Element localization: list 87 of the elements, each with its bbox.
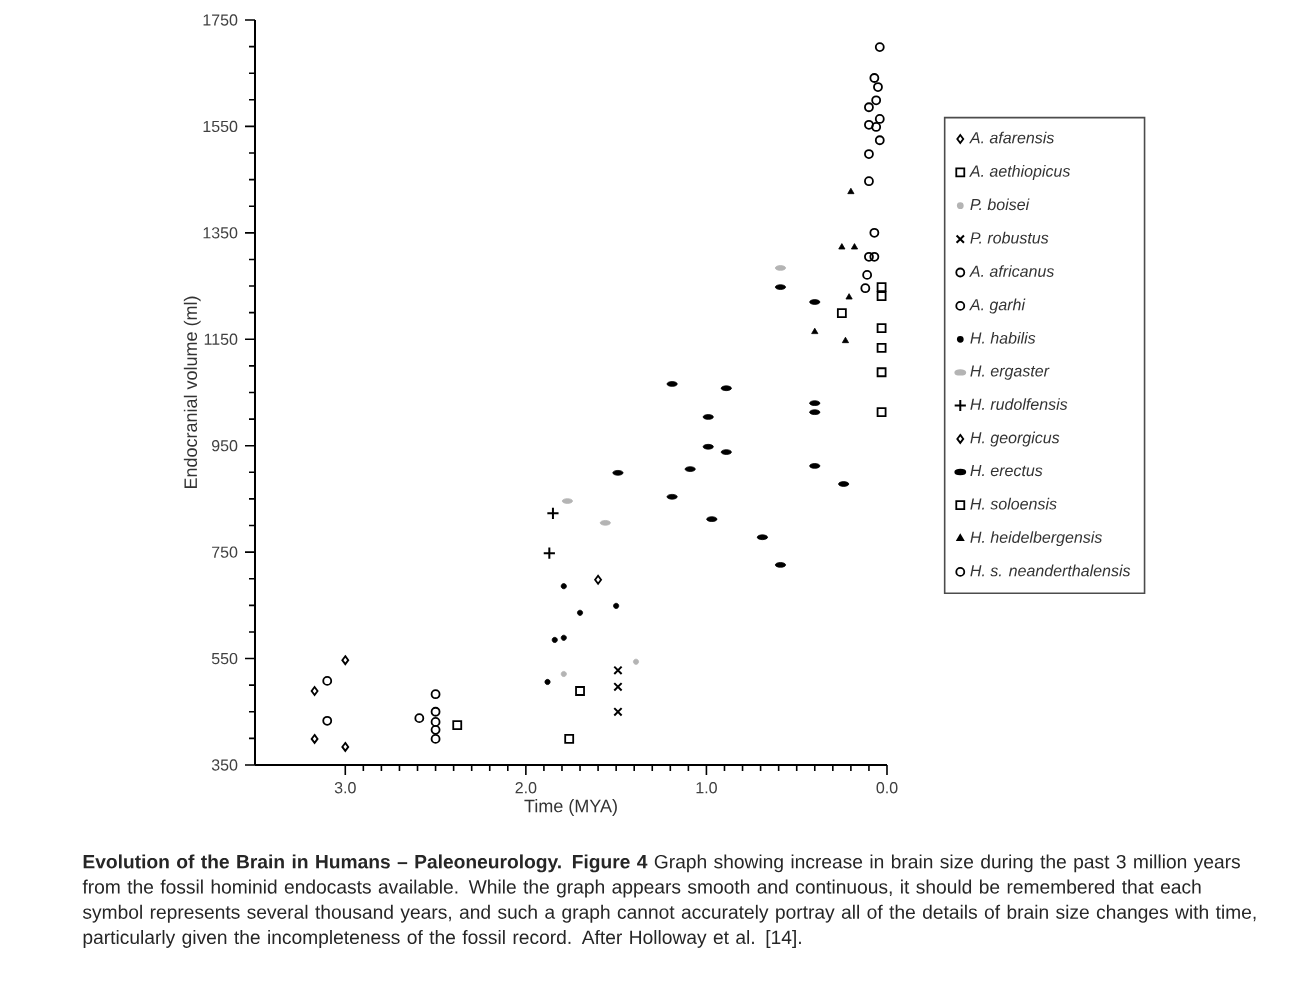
point <box>864 176 874 187</box>
y-tick-label: 1350 <box>203 227 238 239</box>
point <box>430 724 441 735</box>
point <box>845 293 853 300</box>
point <box>873 82 883 92</box>
point <box>876 407 887 418</box>
x-tick-label: 2.0 <box>515 782 537 794</box>
point <box>575 686 585 696</box>
x-tick-label: 0.0 <box>876 782 898 794</box>
legend-label: A. afarensis <box>969 131 1055 144</box>
x-tick-label: 3.0 <box>334 782 356 794</box>
point <box>613 602 620 609</box>
point <box>310 686 319 696</box>
point <box>560 583 567 590</box>
y-tick-label: 1150 <box>204 333 238 345</box>
legend-label: P. boisei <box>970 198 1030 211</box>
point <box>874 135 885 146</box>
legend-label: H. habilis <box>970 331 1036 344</box>
legend-label: H. rudolfensis <box>970 398 1068 410</box>
x-axis-title: Time (MYA) <box>524 799 617 816</box>
point <box>633 658 640 665</box>
legend-label: H. georgicus <box>970 431 1060 447</box>
point <box>862 269 873 280</box>
y-tick-label: 1550 <box>203 120 238 133</box>
point <box>613 707 623 717</box>
point <box>310 734 319 744</box>
point <box>841 336 849 344</box>
point <box>847 187 855 195</box>
point <box>613 665 623 675</box>
legend-label: H. heidelbergensis <box>970 531 1103 547</box>
point <box>542 546 556 560</box>
point <box>551 636 558 643</box>
y-tick-label: 350 <box>211 759 238 771</box>
legend-label: A. aethiopicus <box>969 165 1071 180</box>
legend-label: H. ergaster <box>970 365 1050 380</box>
point <box>322 715 333 726</box>
point <box>560 670 567 677</box>
point <box>871 95 882 106</box>
point <box>876 342 887 353</box>
point <box>322 676 333 686</box>
point <box>860 283 871 294</box>
point <box>430 689 441 700</box>
point <box>869 251 880 262</box>
y-axis-title: Endocranial volume (ml) <box>183 296 201 489</box>
point <box>869 73 880 83</box>
point <box>876 282 887 293</box>
point <box>564 734 575 744</box>
legend-label: A. garhi <box>969 298 1026 314</box>
point <box>811 327 819 335</box>
point <box>546 506 560 520</box>
point <box>430 706 441 717</box>
point <box>430 734 441 744</box>
legend-label: H. s. neanderthalensis <box>970 564 1131 577</box>
legend-label: H. soloensis <box>970 497 1057 510</box>
text: Evolution of the Brain in Humans – Paleoneurology. Figure 4 Graph showing increase in brain size during the past 3 million years from the fossil hominid endocasts available. While the graph appears smooth and continuous, it should be remembered that each symbol represents several thousand years, and such a graph cannot accurately portray all of the details of brain size changes with time, particularly given the incompleteness of the fossil record. After Holloway et al. [14]. <box>82 854 1256 948</box>
y-tick-label: 1750 <box>203 14 238 26</box>
point <box>864 119 874 130</box>
y-tick-label: 750 <box>212 546 238 558</box>
y-tick-label: 550 <box>211 652 238 665</box>
point <box>850 243 859 250</box>
point <box>864 251 874 262</box>
point <box>452 720 463 730</box>
point <box>864 102 874 113</box>
legend-label: P. robustus <box>970 231 1049 244</box>
point <box>874 114 885 124</box>
point <box>577 609 584 616</box>
point <box>876 291 887 302</box>
point <box>876 367 887 378</box>
point <box>869 227 880 238</box>
legend-label: A. africanus <box>969 265 1055 277</box>
point <box>838 243 846 250</box>
point <box>341 655 350 666</box>
point <box>876 323 887 333</box>
point <box>414 713 425 724</box>
x-tick-label: 1.0 <box>696 782 717 794</box>
point <box>430 716 441 727</box>
point <box>544 678 551 685</box>
point <box>836 308 847 319</box>
point <box>874 42 885 53</box>
legend-label: H. erectus <box>970 464 1043 477</box>
point <box>864 149 874 159</box>
point <box>341 742 350 752</box>
point <box>613 682 623 692</box>
point <box>560 634 567 641</box>
y-tick-label: 950 <box>211 440 238 452</box>
point <box>594 574 602 585</box>
point <box>871 122 882 132</box>
